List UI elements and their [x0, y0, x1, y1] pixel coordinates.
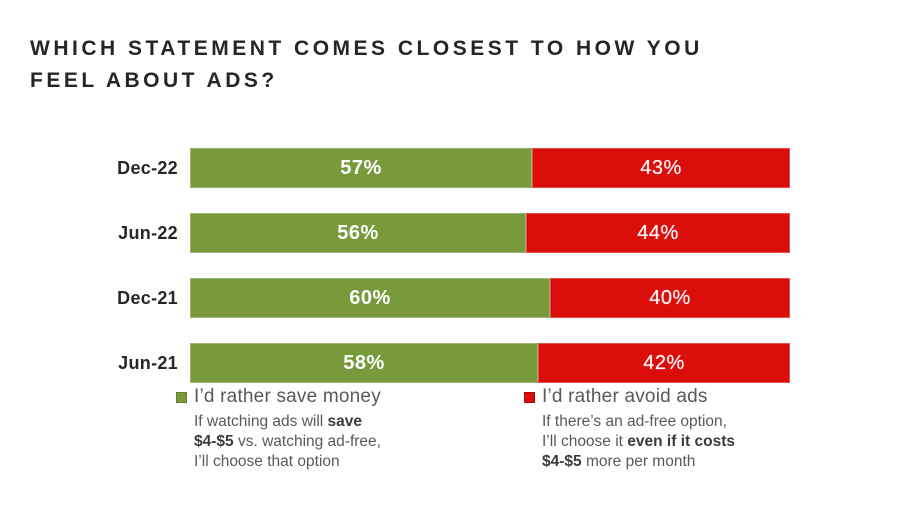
category-label: Jun-21: [118, 352, 178, 373]
bar-segment-save: 60%: [190, 278, 550, 318]
chart-row: Dec-22 57% 43%: [0, 148, 900, 188]
bar-track: 60% 40%: [190, 278, 790, 318]
legend-swatch-green-icon: [176, 391, 187, 403]
legend-save-money: I’d rather save money If watching ads wi…: [176, 386, 381, 472]
category-label: Dec-21: [117, 287, 178, 308]
bar-segment-save: 57%: [190, 148, 532, 188]
bar-value-label: 58%: [343, 351, 385, 374]
category-label: Jun-22: [118, 222, 178, 243]
bar-track: 56% 44%: [190, 213, 790, 253]
bar-segment-avoid: 44%: [526, 213, 790, 253]
bar-value-label: 44%: [637, 221, 679, 244]
legend-description-line: $4-$5 more per month: [542, 453, 696, 470]
bar-track: 57% 43%: [190, 148, 790, 188]
legend-description-line: If watching ads will save: [194, 413, 363, 430]
legend-swatch-red-icon: [524, 391, 535, 403]
bar-value-label: 43%: [640, 156, 682, 179]
chart-row: Dec-21 60% 40%: [0, 278, 900, 318]
bar-segment-avoid: 40%: [550, 278, 790, 318]
chart-row: Jun-22 56% 44%: [0, 213, 900, 253]
legend-avoid-header: I’d rather avoid ads: [524, 386, 735, 408]
chart-row: Jun-21 58% 42%: [0, 343, 900, 383]
legend-save-description: If watching ads will save $4-$5 vs. watch…: [194, 412, 381, 472]
bar-value-label: 40%: [649, 286, 691, 309]
bar-segment-save: 56%: [190, 213, 526, 253]
category-label: Dec-22: [117, 157, 178, 178]
bar-value-label: 60%: [349, 286, 391, 309]
legend-avoid-label: I’d rather avoid ads: [542, 386, 708, 407]
bar-segment-save: 58%: [190, 343, 538, 383]
legend-description-line: $4-$5 vs. watching ad-free,: [194, 433, 381, 450]
bar-segment-avoid: 42%: [538, 343, 790, 383]
page-title: WHICH STATEMENT COMES CLOSEST TO HOW YOU…: [30, 37, 703, 92]
legend-avoid-ads: I’d rather avoid ads If there’s an ad-fr…: [524, 386, 735, 472]
bar-segment-avoid: 43%: [532, 148, 790, 188]
bar-track: 58% 42%: [190, 343, 790, 383]
bar-value-label: 57%: [340, 156, 382, 179]
legend-description-line: I’ll choose that option: [194, 453, 340, 470]
bar-value-label: 56%: [337, 221, 379, 244]
legend-avoid-description: If there’s an ad-free option, I’ll choose…: [542, 412, 735, 472]
legend-description-line: I’ll choose it even if it costs: [542, 433, 735, 450]
bar-value-label: 42%: [643, 351, 685, 374]
legend-description-line: If there’s an ad-free option,: [542, 413, 727, 430]
legend-save-header: I’d rather save money: [176, 386, 381, 408]
bar-chart: Dec-22 57% 43% Jun-22 56% 44% Dec-21 60% 40% Jun-…: [0, 148, 900, 408]
legend-save-label: I’d rather save money: [194, 386, 381, 407]
